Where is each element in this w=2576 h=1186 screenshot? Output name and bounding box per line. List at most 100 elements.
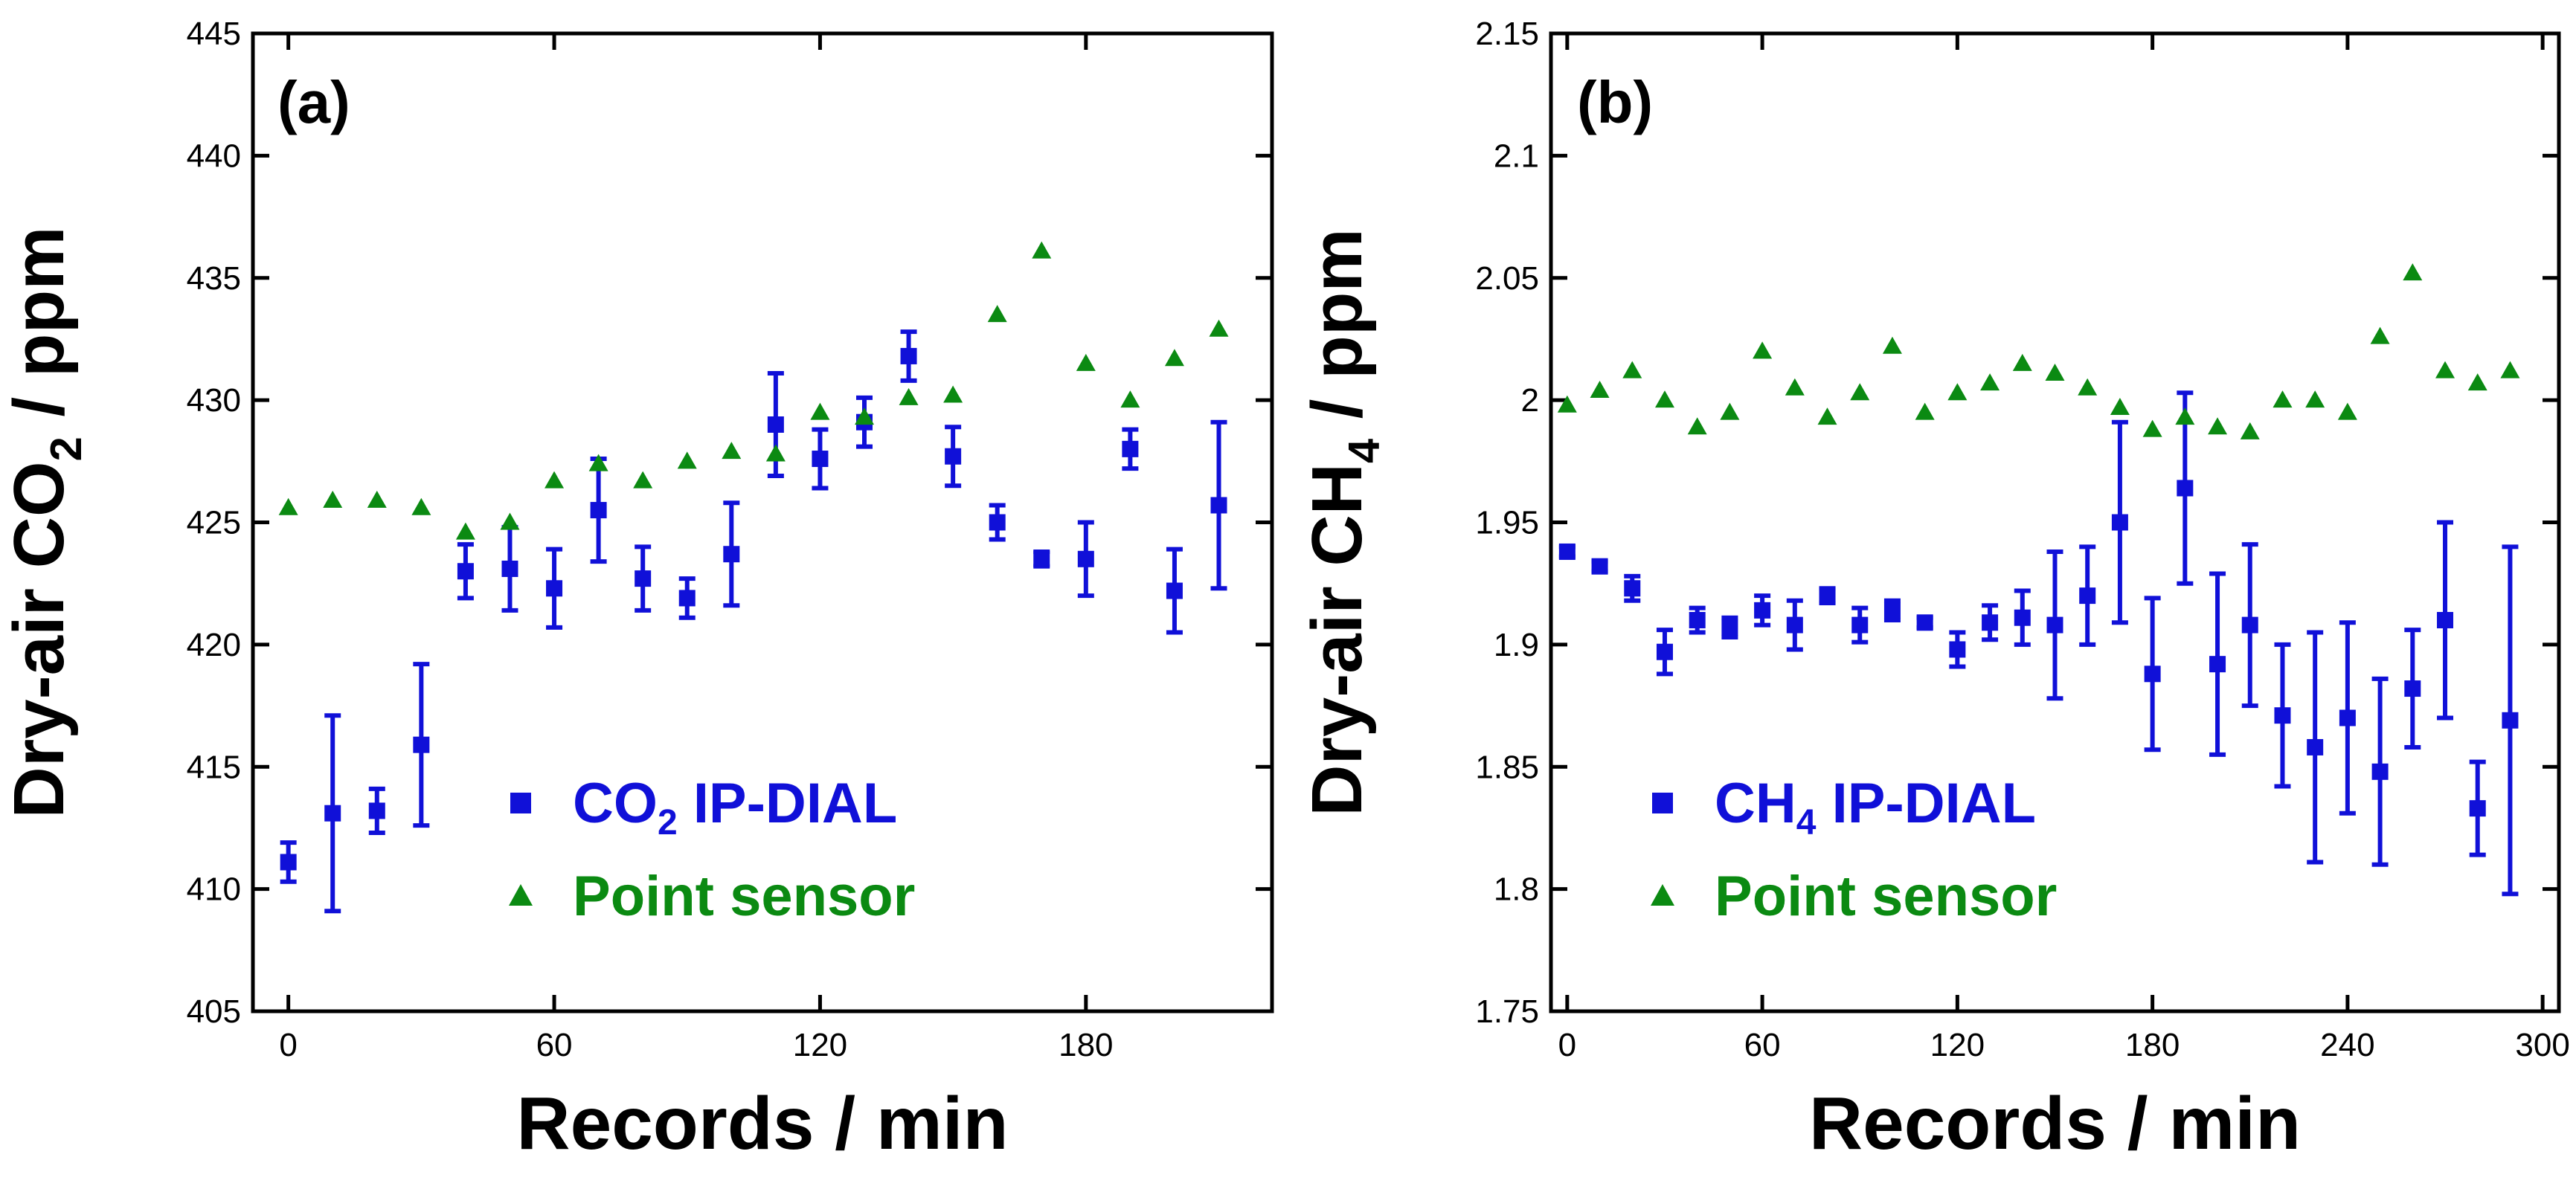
x-tick-label: 60 <box>536 1027 573 1063</box>
data-point-triangle <box>1850 383 1870 401</box>
data-point-triangle <box>810 402 830 420</box>
y-tick-label: 445 <box>187 16 241 52</box>
data-point-triangle <box>1032 241 1052 259</box>
data-point-square <box>767 416 784 433</box>
data-point-square <box>1210 497 1227 514</box>
y-axis-label-unit: / ppm <box>1297 228 1377 439</box>
data-point-triangle <box>899 387 919 405</box>
data-point-square <box>590 502 607 519</box>
data-point-square <box>1851 616 1869 634</box>
y-axis-label-unit: / ppm <box>0 227 79 437</box>
data-point-triangle <box>1915 402 1935 420</box>
legend-label-main: CO <box>573 772 658 835</box>
data-point-square <box>546 580 563 597</box>
data-point-triangle <box>855 407 874 425</box>
data-point-triangle <box>2208 417 2228 435</box>
y-tick-label: 440 <box>187 138 241 174</box>
data-point-square <box>2241 616 2258 634</box>
data-point-triangle <box>1590 380 1610 398</box>
data-point-square <box>1624 580 1641 597</box>
y-tick-label: 1.85 <box>1475 749 1539 785</box>
data-point-square <box>1122 440 1139 457</box>
data-point-triangle <box>677 451 697 469</box>
data-point-triangle <box>633 471 653 489</box>
y-tick-label: 2 <box>1521 382 1539 419</box>
data-point-square <box>1166 582 1183 599</box>
data-point-square <box>1819 587 1836 605</box>
data-point-square <box>1077 550 1094 567</box>
data-point-triangle <box>1947 383 1968 401</box>
data-point-triangle <box>1209 319 1229 337</box>
data-point-square <box>2307 738 2324 755</box>
data-point-square <box>2339 709 2356 726</box>
y-tick-label: 430 <box>187 382 241 419</box>
data-point-square <box>2274 707 2291 724</box>
data-point-triangle <box>1164 349 1184 367</box>
legend-label-main: Point sensor <box>1715 865 2057 928</box>
data-point-square <box>723 546 740 563</box>
data-point-triangle <box>2305 390 2325 408</box>
data-point-square <box>2371 763 2389 780</box>
data-point-triangle <box>2370 326 2390 344</box>
legend-label-subscript: 2 <box>658 803 678 842</box>
data-point-square <box>1033 550 1050 567</box>
data-point-square <box>368 802 385 819</box>
data-point-triangle <box>2500 361 2520 378</box>
data-point-square <box>1656 643 1673 660</box>
data-point-square <box>2209 656 2226 673</box>
legend-marker-triangle <box>1651 884 1674 906</box>
data-point-triangle <box>765 444 786 462</box>
data-point-triangle <box>2012 353 2032 371</box>
y-tick-label: 410 <box>187 871 241 908</box>
data-point-square <box>457 563 474 580</box>
data-point-square <box>1949 641 1966 658</box>
data-point-square <box>1721 619 1738 636</box>
data-point-triangle <box>323 490 343 508</box>
data-point-triangle <box>1654 390 1674 408</box>
data-point-triangle <box>2337 402 2357 420</box>
y-axis-label-main: Dry-air CO <box>0 461 79 818</box>
y-tick-label: 2.05 <box>1475 260 1539 297</box>
data-point-triangle <box>1622 361 1642 378</box>
data-point-triangle <box>1882 336 1902 354</box>
x-tick-label: 180 <box>2125 1027 2180 1063</box>
x-tick-label: 120 <box>793 1027 847 1063</box>
x-tick-label: 60 <box>1744 1027 1781 1063</box>
y-tick-label: 415 <box>187 749 241 785</box>
data-point-triangle <box>2403 263 2423 281</box>
data-point-triangle <box>943 385 963 403</box>
y-axis-label-subscript: 2 <box>41 436 91 461</box>
legend-label: CO2 IP-DIAL <box>573 772 897 842</box>
data-point-square <box>1916 614 1933 631</box>
data-point-square <box>2437 612 2454 628</box>
legend-label-main: CH <box>1715 772 1796 835</box>
data-point-square <box>2502 712 2519 729</box>
y-tick-label: 425 <box>187 505 241 541</box>
y-tick-label: 1.95 <box>1475 505 1539 541</box>
data-point-triangle <box>2045 363 2065 381</box>
data-point-square <box>1754 602 1771 619</box>
y-tick-label: 2.15 <box>1475 16 1539 52</box>
data-point-triangle <box>1785 378 1805 396</box>
data-point-triangle <box>545 471 565 489</box>
data-point-triangle <box>588 454 608 471</box>
data-point-square <box>678 590 696 607</box>
data-point-square <box>1591 558 1608 575</box>
data-point-square <box>2469 800 2486 817</box>
data-point-triangle <box>2175 407 2195 425</box>
data-point-triangle <box>455 522 475 540</box>
legend-label: Point sensor <box>1715 865 2057 928</box>
data-point-square <box>2144 665 2161 683</box>
data-point-square <box>501 560 518 577</box>
panel-b-ch4: 1.75 1.8 1.85 1.9 1.95 2 2.05 2.1 2.15 0 60 120 180 2… <box>1297 16 2570 1165</box>
data-point-square <box>280 854 297 871</box>
data-point-square <box>989 514 1006 531</box>
data-point-square <box>900 347 917 364</box>
y-tick-label: 1.9 <box>1494 627 1539 663</box>
data-point-triangle <box>2142 419 2162 437</box>
y-tick-label: 1.75 <box>1475 993 1539 1030</box>
data-point-square <box>324 805 341 822</box>
data-point-triangle <box>1120 390 1140 408</box>
data-point-triangle <box>500 512 520 530</box>
